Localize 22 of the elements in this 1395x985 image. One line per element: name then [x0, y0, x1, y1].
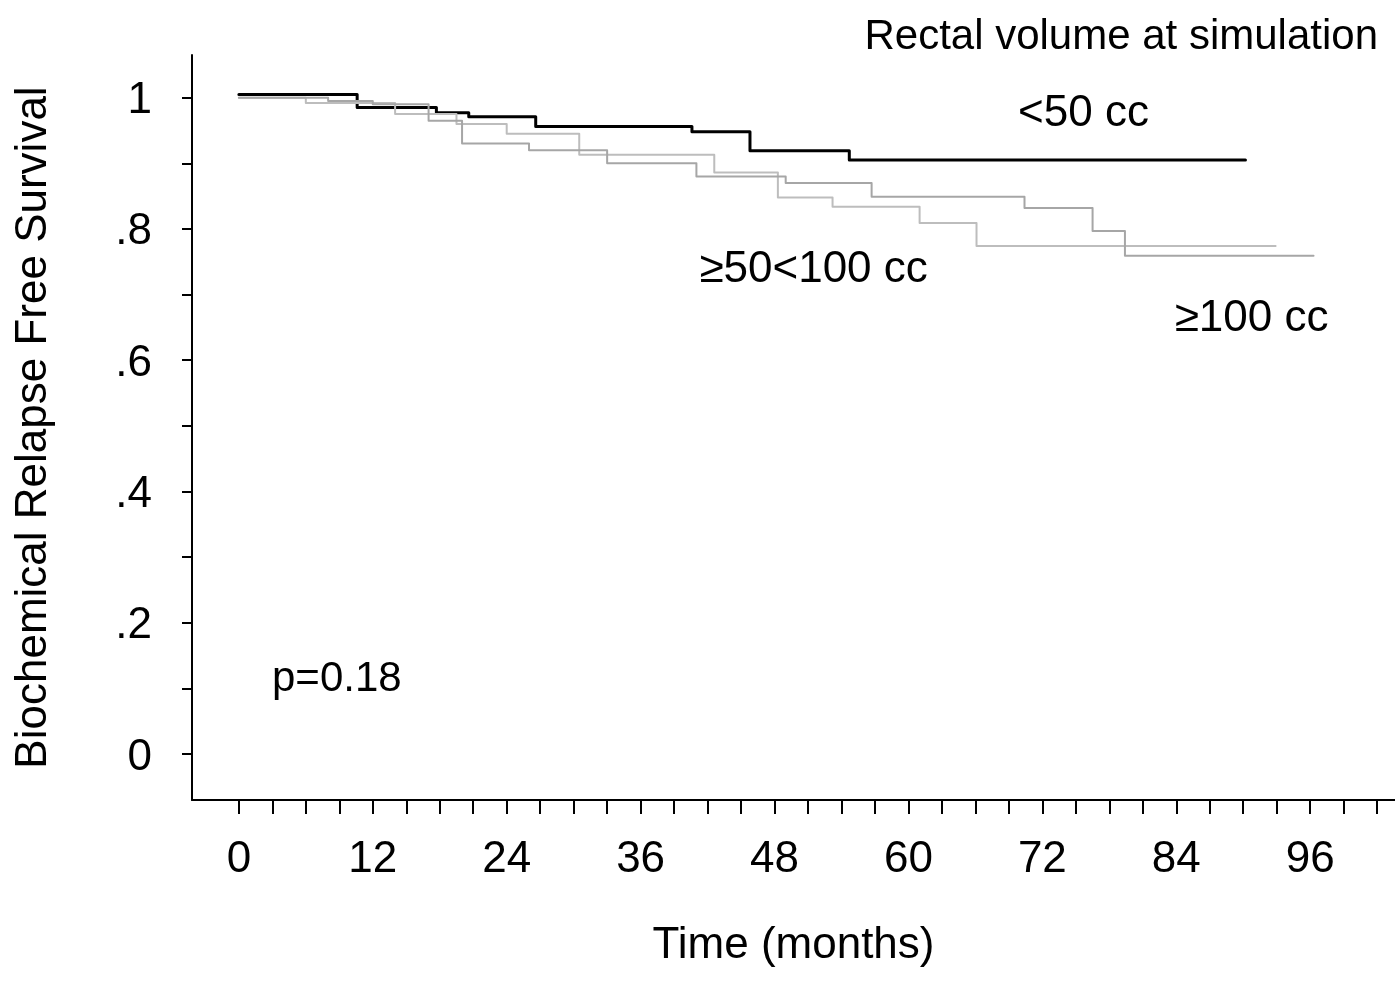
x-tick-label: 0 [226, 831, 252, 881]
chart-title: Rectal volume at simulation [864, 10, 1379, 58]
x-axis-title: Time (months) [652, 917, 935, 967]
x-tick-label: 96 [1285, 831, 1335, 881]
y-axis-title: Biochemical Relapse Free Survival [5, 86, 55, 769]
series-label: <50 cc [1018, 85, 1149, 135]
series-label: ≥50<100 cc [699, 241, 928, 291]
annotation: p=0.18 [272, 652, 402, 700]
series-label: ≥100 cc [1174, 291, 1329, 341]
x-tick-label: 72 [1017, 831, 1067, 881]
y-tick-label: .4 [115, 467, 152, 516]
y-tick-label: .6 [115, 335, 152, 385]
x-tick-label: 36 [616, 831, 666, 881]
y-tick-label: 0 [127, 729, 152, 779]
x-tick-label: 12 [348, 831, 398, 881]
y-tick-label: .2 [115, 598, 152, 648]
x-tick-label: 48 [750, 831, 800, 881]
y-tick-label: .8 [115, 204, 152, 254]
x-tick-label: 24 [482, 831, 532, 881]
x-tick-label: 60 [883, 831, 933, 881]
x-tick-label: 84 [1151, 831, 1201, 881]
y-tick-label: 1 [127, 73, 152, 123]
